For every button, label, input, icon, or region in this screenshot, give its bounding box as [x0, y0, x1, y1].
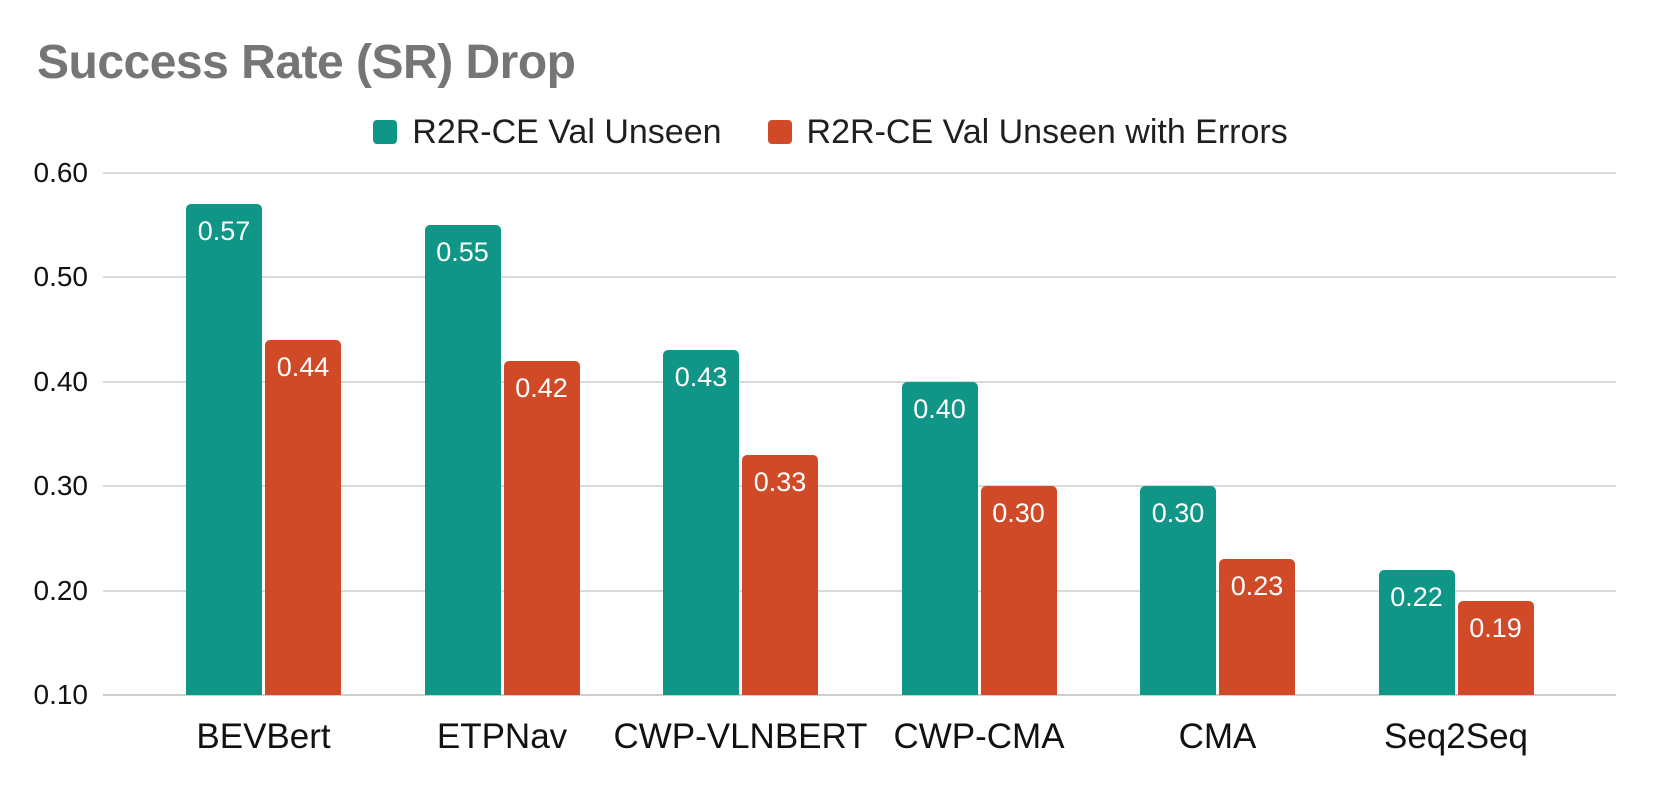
bar-value-label: 0.40	[913, 393, 966, 424]
gridline	[103, 380, 1616, 383]
bar-val-unseen-with-errors: 0.33	[742, 454, 818, 695]
x-axis-category-label: CWP-CMA	[893, 717, 1065, 756]
y-axis-tick-label: 0.20	[33, 574, 89, 606]
y-axis-tick-label: 0.30	[33, 470, 89, 502]
bar-val-unseen: 0.43	[663, 350, 739, 695]
bar-val-unseen-with-errors: 0.44	[265, 340, 341, 695]
legend-swatch-red-icon	[767, 120, 792, 144]
x-axis-category-label: Seq2Seq	[1383, 717, 1529, 756]
bar-val-unseen: 0.30	[1140, 486, 1216, 695]
bar-value-label: 0.23	[1230, 571, 1284, 602]
bar-value-label: 0.55	[436, 237, 489, 268]
bar-value-label: 0.30	[992, 498, 1045, 529]
bar-val-unseen: 0.55	[424, 225, 501, 695]
gridline	[103, 276, 1616, 279]
bar-val-unseen-with-errors: 0.30	[980, 486, 1057, 695]
x-axis-category-label: ETPNav	[436, 717, 568, 756]
bar-val-unseen-with-errors: 0.19	[1457, 601, 1534, 695]
bar-val-unseen-with-errors: 0.42	[503, 360, 580, 695]
bar-value-label: 0.44	[276, 352, 330, 383]
gridline	[103, 589, 1616, 592]
bar-value-label: 0.30	[1151, 498, 1205, 529]
chart-legend: R2R-CE Val Unseen R2R-CE Val Unseen with…	[0, 108, 1661, 156]
bar-val-unseen: 0.40	[901, 381, 978, 695]
y-axis-tick-label: 0.40	[33, 365, 89, 397]
chart-title: Success Rate (SR) Drop	[37, 36, 576, 89]
legend-item-val-unseen-with-errors: R2R-CE Val Unseen with Errors	[767, 112, 1288, 152]
legend-label: R2R-CE Val Unseen	[412, 112, 722, 151]
gridline	[103, 694, 1616, 696]
y-axis-tick-label: 0.60	[33, 157, 89, 188]
legend-swatch-teal-icon	[373, 120, 398, 144]
legend-label: R2R-CE Val Unseen with Errors	[806, 112, 1288, 151]
bar-val-unseen: 0.22	[1378, 569, 1455, 695]
bar-value-label: 0.42	[515, 372, 568, 403]
legend-item-val-unseen: R2R-CE Val Unseen	[373, 112, 722, 152]
y-axis-tick-label: 0.50	[33, 261, 89, 293]
bar-value-label: 0.33	[753, 466, 807, 497]
x-axis-category-label: CMA	[1178, 717, 1257, 756]
bar-val-unseen-with-errors: 0.23	[1219, 559, 1295, 695]
bar-value-label: 0.22	[1390, 581, 1443, 612]
gridline	[103, 172, 1616, 174]
y-axis-tick-label: 0.10	[33, 679, 89, 710]
bar-value-label: 0.57	[197, 216, 251, 247]
x-axis-category-label: BEVBert	[196, 717, 331, 756]
x-axis-category-label: CWP-VLNBERT	[613, 717, 868, 756]
bar-value-label: 0.19	[1469, 613, 1522, 644]
gridline	[103, 485, 1616, 488]
bar-value-label: 0.43	[674, 362, 728, 393]
bar-val-unseen: 0.57	[186, 204, 262, 695]
